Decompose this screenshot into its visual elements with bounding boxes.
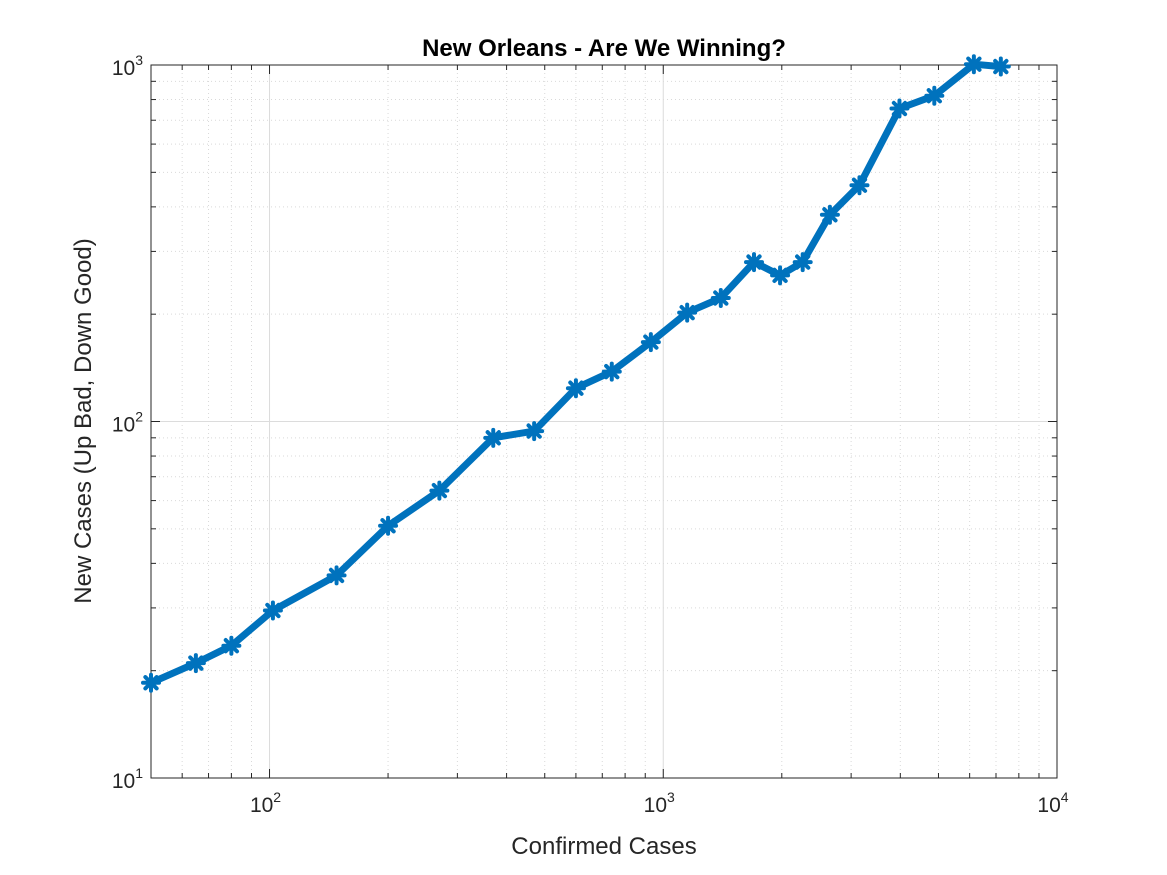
data-point-marker <box>141 672 161 693</box>
data-point-marker <box>262 600 283 621</box>
tick-labels: 102 103 104 101 102 103 <box>112 52 1069 817</box>
data-point-marker <box>524 421 545 442</box>
plot-frame <box>150 64 1058 779</box>
data-point-marker <box>221 635 242 656</box>
data-point-marker <box>924 85 945 106</box>
major-grid <box>151 65 1057 778</box>
x-axis-label: Confirmed Cases <box>511 833 696 860</box>
data-point-marker <box>601 361 622 382</box>
data-point-marker <box>565 378 586 399</box>
y-axis-label: New Cases (Up Bad, Down Good) <box>70 238 97 603</box>
chart-title: New Orleans - Are We Winning? <box>422 35 786 62</box>
data-point-marker <box>819 204 840 225</box>
data-point-marker <box>743 252 764 273</box>
x-tick-label: 102 <box>250 789 281 817</box>
data-point-marker <box>429 480 450 501</box>
data-point-marker <box>483 427 504 448</box>
y-tick-label: 101 <box>112 765 143 793</box>
data-point-marker <box>677 302 698 323</box>
data-point-marker <box>640 332 661 353</box>
y-tick-label: 102 <box>112 409 143 437</box>
x-tick-label: 103 <box>644 789 675 817</box>
series-layer <box>141 54 1011 693</box>
data-point-marker <box>326 565 347 586</box>
data-point-marker <box>990 56 1011 77</box>
x-tick-label: 104 <box>1037 789 1068 817</box>
data-point-marker <box>889 98 910 119</box>
data-point-marker <box>963 54 984 75</box>
data-point-marker <box>378 515 399 536</box>
data-point-marker <box>770 265 791 286</box>
data-point-marker <box>710 288 731 309</box>
data-point-marker <box>849 175 870 196</box>
data-point-marker <box>792 252 813 273</box>
data-point-marker <box>185 653 206 674</box>
y-tick-label: 103 <box>112 52 143 80</box>
